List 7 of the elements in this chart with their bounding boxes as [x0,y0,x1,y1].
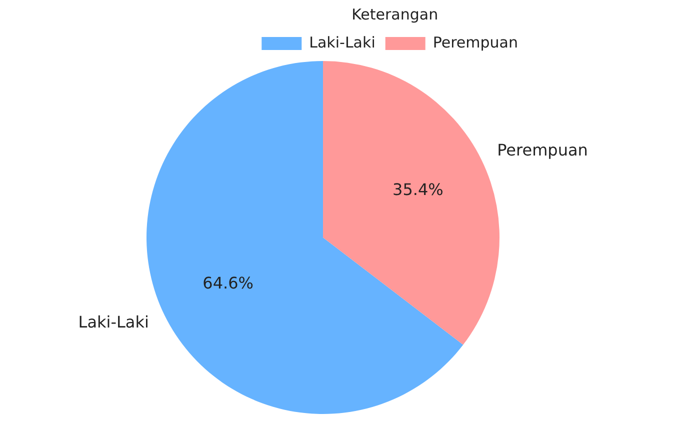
slice-label: Laki-Laki [78,312,149,332]
slice-label: Perempuan [497,140,588,160]
legend-label: Laki-Laki [309,33,376,52]
legend-label: Perempuan [432,33,518,52]
data-label: 64.6% [202,274,254,293]
data-label: 35.4% [392,180,444,199]
legend-title: Keterangan [352,5,438,24]
